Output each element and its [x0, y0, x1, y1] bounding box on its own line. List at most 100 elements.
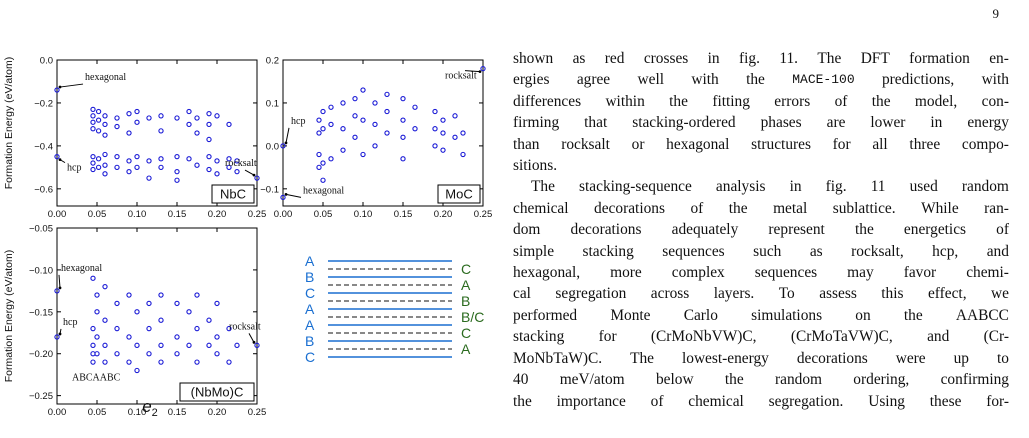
text-line: MoNbTaW)C. The lowest-energy decorations wer…: [513, 349, 1009, 367]
panel-label: MoC: [445, 187, 472, 202]
data-point: [460, 151, 466, 158]
data-point: [126, 292, 132, 298]
data-point: [226, 359, 232, 365]
annotation-label: ABCAABC: [72, 372, 121, 383]
data-point: [95, 128, 102, 134]
y-tick-label: −0.05: [29, 224, 53, 235]
data-point: [400, 117, 406, 123]
x-tick-label: 0.10: [128, 209, 147, 220]
data-point: [90, 113, 96, 119]
annotation-label: hexagonal: [61, 263, 102, 274]
data-point: [102, 132, 108, 138]
data-point: [328, 156, 334, 162]
data-point: [114, 115, 120, 121]
plot-frame: [56, 59, 258, 207]
data-point: [194, 292, 200, 298]
data-point: [352, 134, 358, 140]
data-point: [102, 151, 108, 158]
y-tick-label: −0.4: [34, 141, 53, 152]
data-point: [174, 300, 180, 307]
plot-frame: [56, 227, 258, 405]
data-point: [134, 367, 140, 374]
x-tick-label: 0.05: [88, 209, 107, 220]
x-tick-label: 0.10: [128, 407, 147, 418]
y-tick-label: −0.15: [29, 307, 53, 318]
annotation-arrow: [58, 274, 61, 288]
text-line: 40 meV/atom below the random ordering, confirm…: [513, 371, 1009, 389]
data-point: [114, 153, 120, 160]
x-tick-label: 0.15: [394, 209, 413, 220]
data-point: [194, 325, 200, 332]
data-point: [146, 300, 152, 307]
stacking-label-right: B: [461, 293, 470, 309]
annotation-label: hcp: [67, 163, 81, 174]
data-point: [146, 158, 152, 164]
y-tick-label: −0.1: [260, 184, 279, 195]
text-line: differences within the fitting errors of the mo…: [513, 92, 1009, 110]
x-tick-label: 0.00: [274, 209, 293, 220]
data-point: [352, 113, 358, 119]
arrow-head: [58, 158, 62, 162]
data-point: [384, 130, 390, 136]
page-number: 9: [992, 6, 1000, 21]
x-tick-label: 0.15: [168, 407, 187, 418]
data-point: [158, 292, 164, 298]
data-point: [432, 126, 438, 132]
data-point: [452, 113, 458, 119]
data-point: [158, 317, 164, 323]
data-point: [95, 108, 102, 115]
arrow-head: [284, 141, 288, 145]
data-point: [226, 121, 232, 128]
data-point: [480, 65, 486, 72]
data-point: [114, 300, 120, 307]
data-point: [90, 153, 96, 160]
data-point: [54, 153, 60, 160]
y-tick-label: 0.2: [266, 56, 279, 67]
data-point: [234, 158, 240, 164]
data-point: [102, 284, 108, 290]
data-point: [460, 130, 466, 136]
text-line: firming that stacking-ordered phases are lowe…: [513, 114, 1009, 132]
y-tick-label: 0.0: [40, 56, 53, 67]
annotation-arrow: [244, 169, 255, 176]
data-point: [174, 177, 180, 183]
data-point: [186, 121, 192, 128]
y-tick-label: 0.1: [266, 98, 279, 109]
panel-label: NbC: [220, 187, 246, 202]
data-point: [432, 143, 438, 149]
x-tick-label: 0.10: [354, 209, 373, 220]
y-tick-label: −0.6: [34, 184, 53, 195]
text-line: performed Monte Carlo simulations on the AABCC: [513, 306, 1009, 324]
annotation-label: hexagonal: [303, 185, 344, 196]
data-point: [134, 309, 140, 315]
data-point: [194, 115, 200, 121]
data-point: [360, 117, 366, 123]
data-point: [90, 342, 96, 348]
data-point: [126, 130, 132, 136]
data-point: [134, 119, 140, 125]
data-point: [280, 143, 286, 149]
annotation-arrow: [285, 193, 302, 198]
data-point: [194, 162, 200, 168]
data-point: [340, 126, 346, 132]
data-point: [372, 100, 378, 106]
data-point: [360, 87, 366, 93]
stacking-label-left: B: [305, 333, 314, 349]
data-point: [114, 351, 120, 357]
data-point: [214, 351, 220, 357]
data-point: [146, 175, 152, 181]
text-line: ergies agree well with the MACE-100 prediction…: [513, 71, 1009, 89]
data-point: [102, 317, 108, 323]
data-point: [134, 108, 140, 115]
data-point: [174, 115, 180, 121]
annotation-arrow: [464, 70, 481, 73]
arrow-head: [478, 70, 482, 73]
stacking-label-right: A: [461, 341, 471, 357]
data-point: [372, 143, 378, 149]
data-point: [90, 275, 96, 281]
data-point: [174, 351, 180, 357]
data-point: [214, 171, 220, 177]
data-point: [440, 117, 446, 123]
data-point: [320, 160, 326, 166]
y-tick-label: −0.20: [29, 349, 53, 360]
